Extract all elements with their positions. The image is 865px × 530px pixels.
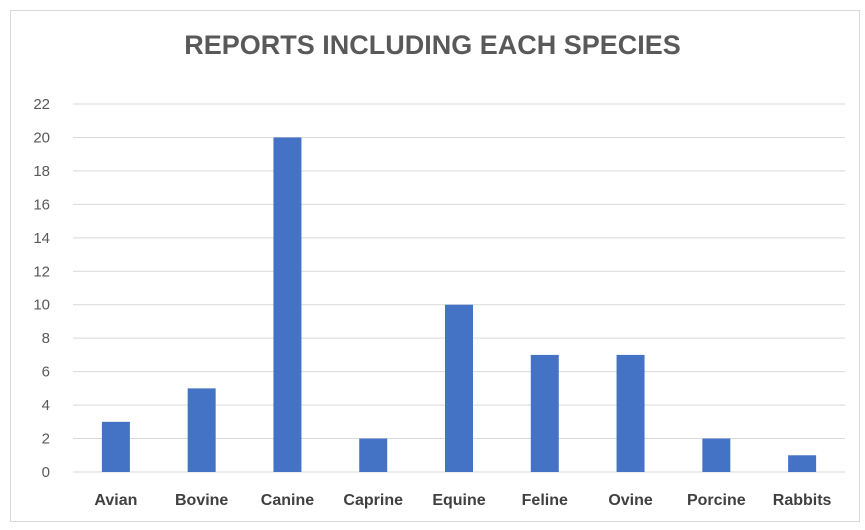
y-tick-label: 14	[33, 230, 50, 247]
chart-title: REPORTS INCLUDING EACH SPECIES	[184, 30, 681, 60]
bars	[101, 137, 817, 473]
bar-feline	[530, 354, 559, 472]
x-tick-label: Rabbits	[773, 492, 832, 509]
x-tick-label: Feline	[522, 492, 568, 509]
bar-rabbits	[788, 455, 817, 472]
x-tick-label: Canine	[261, 492, 314, 509]
x-tick-label: Avian	[94, 492, 137, 509]
y-tick-label: 22	[33, 96, 50, 113]
chart-frame	[10, 10, 860, 522]
y-tick-label: 6	[42, 364, 50, 381]
bar-bovine	[187, 388, 216, 472]
y-tick-label: 20	[33, 129, 50, 146]
y-tick-label: 10	[33, 297, 50, 314]
y-tick-label: 4	[42, 397, 50, 414]
x-tick-label: Bovine	[175, 492, 228, 509]
x-tick-label: Porcine	[687, 492, 746, 509]
bar-canine	[273, 137, 302, 473]
y-tick-label: 0	[42, 464, 50, 481]
y-tick-label: 16	[33, 196, 50, 213]
bar-porcine	[702, 438, 731, 472]
bar-ovine	[616, 354, 645, 472]
bar-equine	[445, 304, 473, 472]
x-axis-labels: Avian Bovine Canine Caprine Equine Feline Ovin…	[94, 492, 831, 509]
bar-caprine	[359, 438, 388, 472]
x-tick-label: Equine	[432, 492, 485, 509]
y-tick-label: 2	[42, 431, 50, 448]
x-tick-label: Ovine	[608, 492, 653, 509]
bar-avian	[101, 421, 130, 472]
y-axis-ticks: 0 2 4 6 8 10 12 14 16 18 20 22	[33, 96, 50, 481]
y-tick-label: 18	[33, 163, 50, 180]
x-tick-label: Caprine	[343, 492, 403, 509]
y-tick-label: 12	[33, 263, 50, 280]
y-tick-label: 8	[42, 330, 50, 347]
